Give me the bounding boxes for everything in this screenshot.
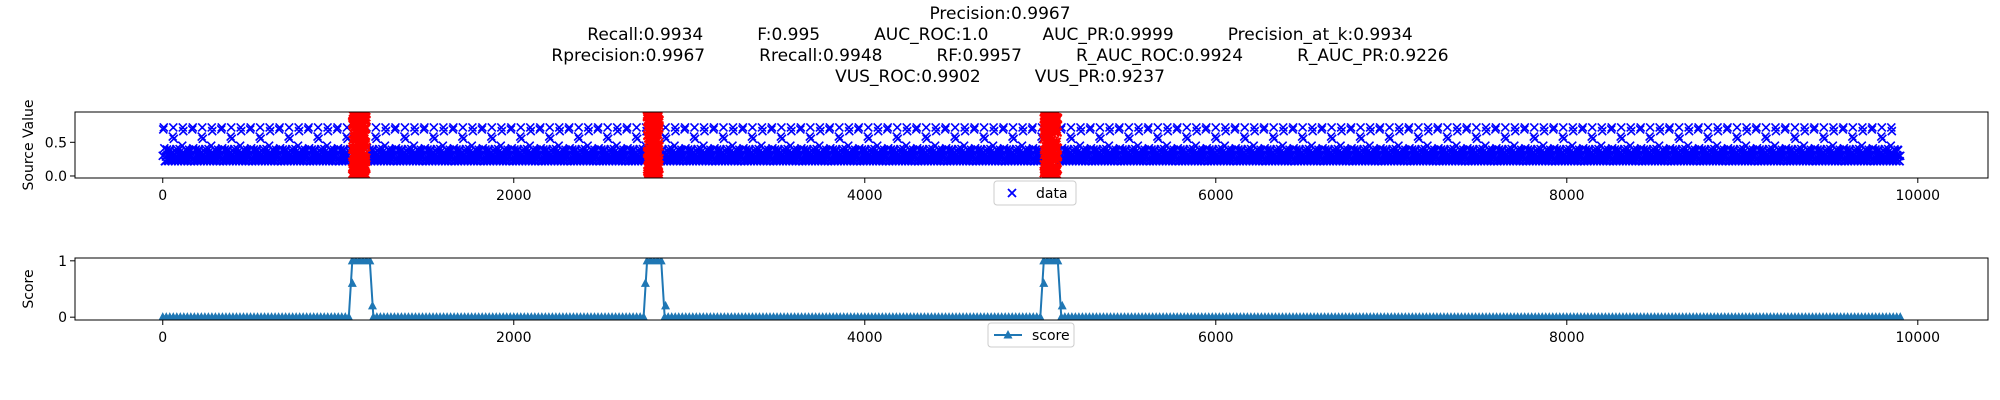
metrics-title-line-4: VUS_ROC:0.9902 VUS_PR:0.9237	[835, 67, 1165, 87]
plot-frame	[74, 111, 1989, 179]
anomaly-markers-2	[642, 112, 665, 178]
data-series-markers	[158, 122, 1905, 166]
plot-frame	[74, 257, 1989, 321]
score-markers	[158, 258, 1905, 320]
panel-2	[70, 257, 1989, 348]
y-tick-label: 0	[58, 310, 67, 326]
legend-marker	[1003, 330, 1013, 339]
x-tick-label: 0	[158, 330, 167, 346]
legend-label: data	[1036, 186, 1068, 202]
x-tick-label: 6000	[1198, 330, 1234, 346]
legend-box	[987, 322, 1075, 348]
anomaly-markers-3	[1039, 112, 1063, 178]
x-tick-label: 2000	[496, 330, 532, 346]
x-tick-label: 2000	[496, 188, 532, 204]
plot-area	[158, 258, 1905, 320]
metrics-title-line-1: Precision:0.9967	[929, 4, 1071, 24]
y-axis-label: Score	[21, 269, 37, 308]
legend-label: score	[1032, 328, 1070, 344]
x-tick-label: 10000	[1896, 188, 1941, 204]
y-tick-label: 1	[58, 254, 67, 270]
y-tick-label: 0.5	[45, 135, 67, 151]
x-tick-label: 4000	[847, 188, 883, 204]
x-tick-label: 4000	[847, 330, 883, 346]
score-line	[162, 259, 1901, 319]
panel-1	[70, 111, 1989, 206]
metrics-title-line-2: Recall:0.9934 F:0.995 AUC_ROC:1.0 AUC_PR…	[587, 25, 1413, 45]
x-tick-label: 8000	[1549, 188, 1585, 204]
legend-marker	[1007, 188, 1017, 198]
x-tick-label: 6000	[1198, 188, 1234, 204]
plot-area	[158, 112, 1905, 178]
metrics-title-line-3: Rprecision:0.9967 Rrecall:0.9948 RF:0.99…	[551, 46, 1449, 66]
anomaly-markers-1	[347, 112, 371, 178]
y-axis-label: Source Value	[21, 100, 37, 191]
y-tick-label: 0.0	[45, 169, 67, 185]
legend-box	[993, 180, 1077, 206]
x-tick-label: 8000	[1549, 330, 1585, 346]
x-tick-label: 10000	[1896, 330, 1941, 346]
x-tick-label: 0	[158, 188, 167, 204]
